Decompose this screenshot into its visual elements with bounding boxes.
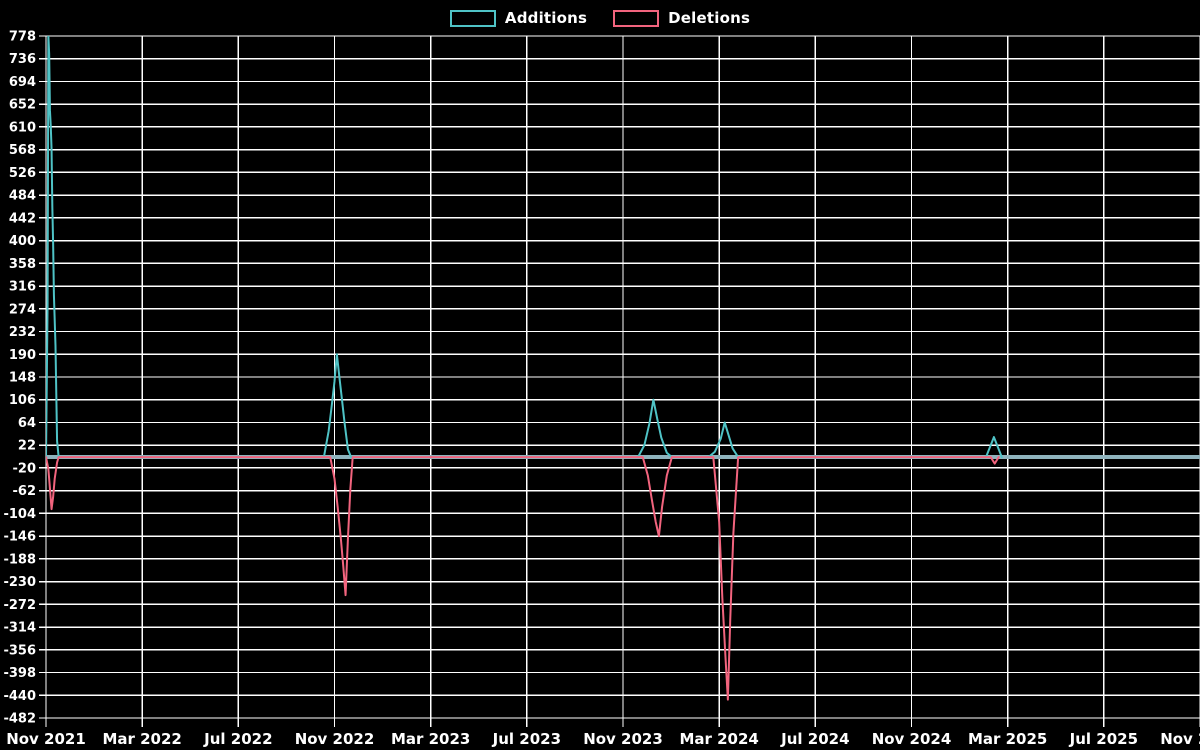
y-tick-label: 232 [9, 325, 36, 340]
x-tick-label: Nov 2021 [6, 730, 86, 748]
x-tick-label: Nov 2023 [583, 730, 663, 748]
x-tick-label: Nov 2022 [295, 730, 375, 748]
y-tick-label: 358 [9, 257, 36, 272]
y-axis-ticks: 778 736 694 652 610 568 526 484 442 400 358 316 274 2… [3, 30, 36, 727]
x-tick-label: Jul 2024 [780, 730, 849, 748]
y-tick-label: 22 [18, 439, 36, 454]
y-tick-label: 316 [9, 280, 36, 295]
y-tick-label: 568 [9, 143, 36, 158]
y-tick-label: -104 [3, 507, 36, 522]
y-tick-label: 400 [9, 234, 36, 249]
y-tick-label: 484 [9, 189, 36, 204]
y-tick-label: 64 [18, 416, 36, 431]
y-tick-label: 652 [9, 98, 36, 113]
y-tick-label: -398 [3, 666, 36, 681]
y-tick-label: 736 [9, 52, 36, 67]
y-tick-label: -20 [13, 461, 37, 476]
x-tick-label: Nov 2024 [872, 730, 952, 748]
x-tick-label: Mar 2025 [968, 730, 1047, 748]
series-line-additions [46, 36, 1003, 459]
x-tick-label: Jul 2023 [492, 730, 561, 748]
y-tick-label: -272 [3, 598, 36, 613]
y-tick-label: 778 [9, 30, 36, 45]
x-tick-label: Mar 2022 [102, 730, 181, 748]
y-tick-label: 148 [9, 371, 36, 386]
y-tick-label: -314 [3, 621, 36, 636]
x-tick-label: Nov 2025 [1160, 730, 1200, 748]
y-tick-label: -356 [3, 643, 36, 658]
y-tick-label: 442 [9, 211, 36, 226]
y-tick-label: 106 [9, 393, 36, 408]
data-series [46, 36, 1003, 701]
y-tick-label: -188 [3, 552, 36, 567]
grid-lines [39, 35, 1200, 727]
y-tick-label: 610 [9, 120, 36, 135]
x-axis-ticks: Nov 2021 Mar 2022 Jul 2022 Nov 2022 Mar 2023… [6, 730, 1200, 748]
y-tick-label: 694 [9, 75, 36, 90]
y-tick-label: -482 [3, 712, 36, 727]
y-tick-label: 190 [9, 348, 36, 363]
y-tick-label: -62 [13, 484, 37, 499]
x-tick-label: Jul 2025 [1069, 730, 1138, 748]
y-tick-label: -440 [3, 689, 36, 704]
y-tick-label: 526 [9, 166, 36, 181]
series-line-deletions [46, 456, 1000, 701]
x-tick-label: Mar 2024 [679, 730, 758, 748]
y-tick-label: 274 [9, 302, 36, 317]
x-tick-label: Jul 2022 [203, 730, 272, 748]
y-tick-label: -230 [3, 575, 36, 590]
y-tick-label: -146 [3, 530, 36, 545]
x-tick-label: Mar 2023 [391, 730, 470, 748]
